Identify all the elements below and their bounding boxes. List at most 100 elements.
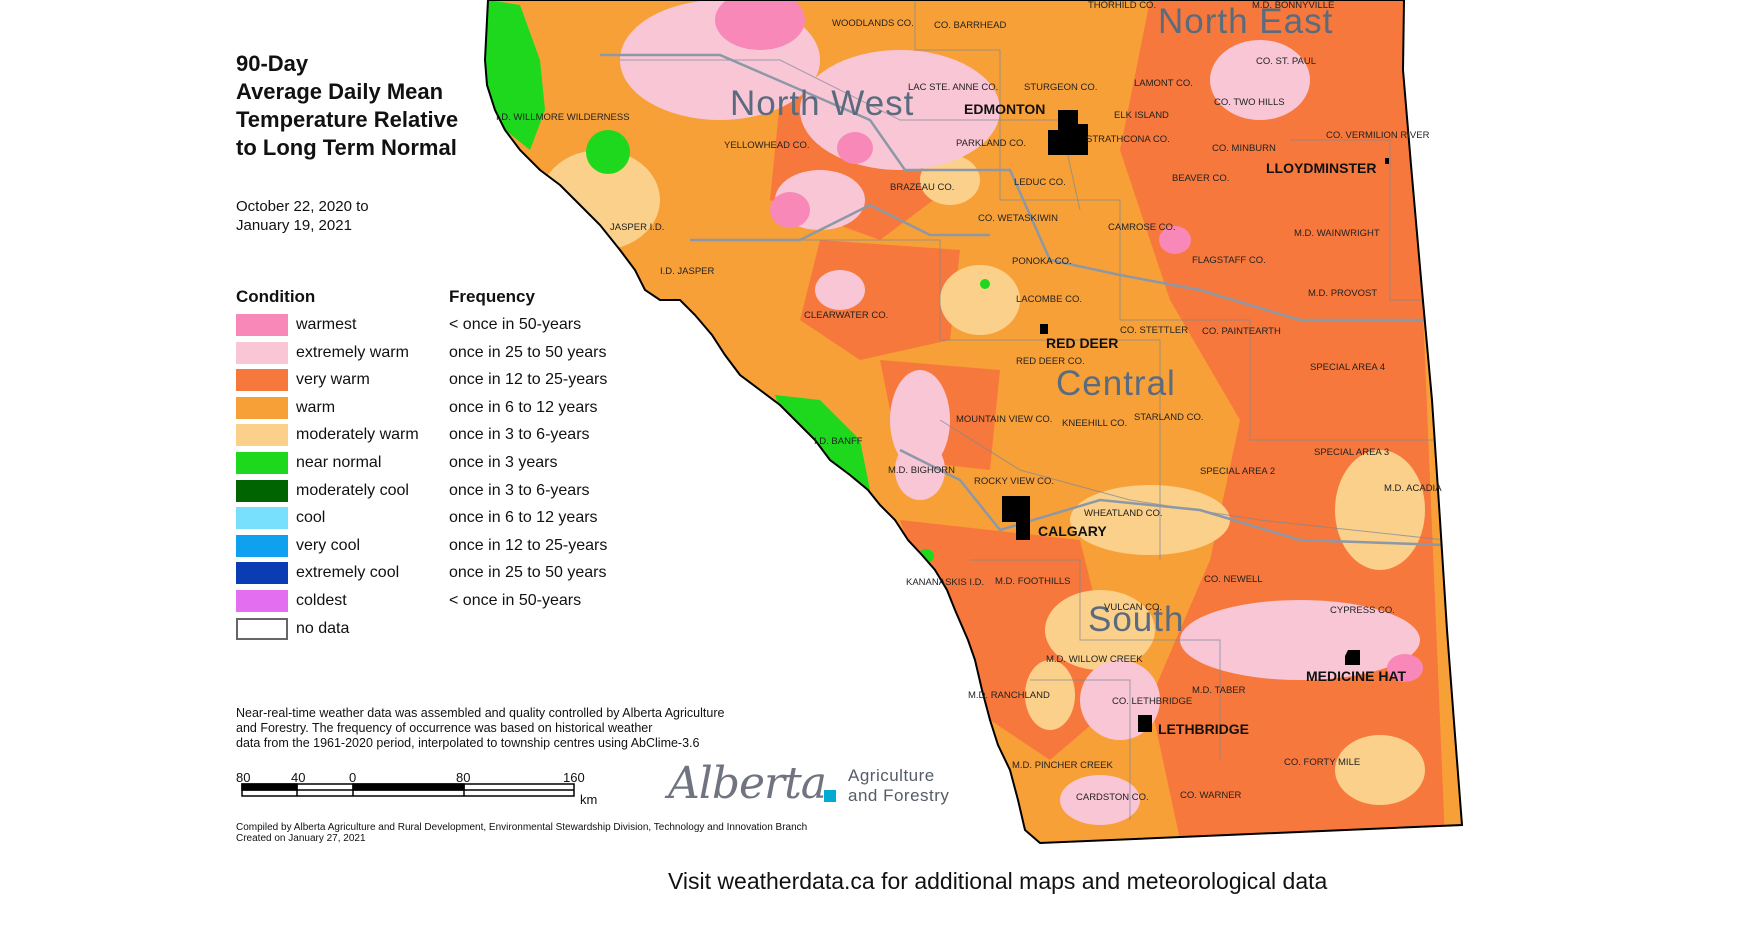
city-lloydminster: LLOYDMINSTER [1266, 160, 1377, 176]
legend-swatch [236, 452, 288, 474]
legend-frequency-label: once in 12 to 25-years [449, 371, 608, 389]
legend-condition-label: warm [296, 398, 336, 416]
county-label: PARKLAND CO. [956, 138, 1027, 149]
county-label: CLEARWATER CO. [804, 310, 889, 321]
county-label: SPECIAL AREA 2 [1200, 466, 1276, 477]
county-label: PONOKA CO. [1012, 256, 1072, 267]
legend-row: extremely cool once in 25 to 50 years [236, 561, 606, 585]
date-range-end: January 19, 2021 [236, 217, 352, 234]
alberta-logo-square-icon [824, 790, 836, 802]
date-range-start: October 22, 2020 to [236, 198, 369, 215]
city-calgary: CALGARY [1038, 523, 1107, 539]
legend-row: extremely warm once in 25 to 50 years [236, 341, 606, 365]
legend-condition-label: extremely cool [296, 564, 400, 582]
county-label: M.D. RANCHLAND [968, 690, 1050, 701]
county-label: YELLOWHEAD CO. [724, 140, 810, 151]
city-red-deer: RED DEER [1046, 335, 1119, 351]
department-name: Agriculture and Forestry [848, 766, 949, 806]
county-label: THORHILD CO. [1088, 0, 1157, 11]
region-label-south: South [1088, 600, 1185, 639]
legend-row: near normal once in 3 years [236, 451, 558, 475]
city-lethbridge: LETHBRIDGE [1158, 721, 1249, 737]
legend-condition-label: extremely warm [296, 343, 409, 361]
county-label: CO. PAINTEARTH [1202, 326, 1281, 337]
legend-swatch [236, 562, 288, 585]
county-label: STARLAND CO. [1134, 412, 1204, 423]
title-line: Average Daily Mean [236, 79, 444, 104]
legend-frequency-label: once in 25 to 50 years [449, 343, 607, 361]
county-label: CARDSTON CO. [1076, 792, 1149, 803]
county-label: STURGEON CO. [1024, 82, 1098, 93]
county-label: WOODLANDS CO. [832, 18, 914, 29]
legend-swatch [236, 534, 288, 557]
scale-label: 80 [236, 770, 251, 785]
county-label: M.D. WAINWRIGHT [1294, 228, 1380, 239]
county-label: M.D. PINCHER CREEK [1012, 760, 1113, 771]
date-range: October 22, 2020 to January 19, 2021 [236, 197, 369, 235]
footer-link-text: Visit weatherdata.ca for additional maps… [668, 868, 1328, 894]
scale-label: 40 [291, 770, 306, 785]
note-line: and Forestry. The frequency of occurrenc… [236, 721, 653, 735]
county-label: CO. FORTY MILE [1284, 757, 1361, 768]
county-label: M.D. FOOTHILLS [995, 576, 1071, 587]
scale-label: 160 [563, 770, 585, 785]
alberta-logo: Alberta [668, 758, 827, 809]
county-label: SPECIAL AREA 4 [1310, 362, 1386, 373]
scale-label: 0 [349, 770, 357, 785]
city-medicine-hat: MEDICINE HAT [1306, 668, 1407, 684]
county-label: SPECIAL AREA 3 [1314, 447, 1390, 458]
legend-frequency-label: once in 12 to 25-years [449, 536, 608, 554]
county-label: M.D. BIGHORN [888, 465, 956, 476]
legend-swatch [236, 590, 288, 612]
city-edmonton: EDMONTON [964, 101, 1046, 117]
legend-condition-label: coldest [296, 592, 347, 609]
county-label: CYPRESS CO. [1330, 605, 1395, 616]
county-label: KANANASKIS I.D. [906, 577, 985, 588]
county-label: BRAZEAU CO. [890, 182, 955, 193]
legend-row: moderately warm once in 3 to 6-years [236, 423, 590, 447]
county-label: M.D. WILLOW CREEK [1046, 654, 1143, 665]
county-label: MOUNTAIN VIEW CO. [956, 414, 1053, 425]
legend-frequency-label: once in 6 to 12 years [449, 398, 598, 416]
county-label: LACOMBE CO. [1016, 294, 1082, 305]
county-label: I.D. BANFF [814, 436, 863, 447]
compiled-by: Compiled by Alberta Agriculture and Rura… [236, 822, 807, 844]
region-label-central: Central [1056, 364, 1176, 403]
legend-frequency-label: < once in 50-years [449, 592, 582, 609]
legend-frequency-label: once in 3 to 6-years [449, 481, 590, 499]
legend-frequency-label: once in 6 to 12 years [449, 509, 598, 527]
data-source-note: Near-real-time weather data was assemble… [236, 706, 724, 751]
legend-frequency-label: once in 25 to 50 years [449, 564, 607, 582]
county-label: CO. ST. PAUL [1256, 56, 1317, 67]
legend-row: cool once in 6 to 12 years [236, 506, 598, 530]
title-line: 90-Day [236, 51, 309, 76]
county-label: LAC STE. ANNE CO. [908, 82, 999, 93]
legend-row: warm once in 6 to 12 years [236, 396, 598, 420]
county-label: M.D. TABER [1192, 685, 1246, 696]
legend-row: very warm once in 12 to 25-years [236, 368, 607, 392]
legend-condition-header: Condition [236, 287, 316, 306]
note-line: data from the 1961-2020 period, interpol… [236, 736, 700, 750]
legend-swatch [236, 424, 288, 447]
scale-unit: km [580, 792, 598, 807]
legend-frequency-label: once in 3 to 6-years [449, 426, 590, 444]
county-label: CO. MINBURN [1212, 143, 1276, 154]
county-label: RED DEER CO. [1016, 356, 1085, 367]
county-label: CO. NEWELL [1204, 574, 1263, 585]
legend-swatch [236, 341, 288, 364]
county-label: JASPER I.D. [610, 222, 665, 233]
title-line: Temperature Relative [236, 107, 459, 132]
legend-condition-label: cool [296, 509, 326, 527]
county-label: CO. BARRHEAD [934, 20, 1007, 31]
legend-condition-label: no data [296, 619, 350, 637]
legend-condition-label: near normal [296, 454, 382, 471]
county-label: FLAGSTAFF CO. [1192, 255, 1266, 266]
county-label: LAMONT CO. [1134, 78, 1193, 89]
county-label: CO. TWO HILLS [1214, 97, 1285, 108]
legend-swatch [236, 314, 288, 336]
legend-swatch [236, 617, 288, 640]
county-label: I.D. JASPER [660, 266, 715, 277]
county-label: CAMROSE CO. [1108, 222, 1176, 233]
county-label: BEAVER CO. [1172, 173, 1230, 184]
